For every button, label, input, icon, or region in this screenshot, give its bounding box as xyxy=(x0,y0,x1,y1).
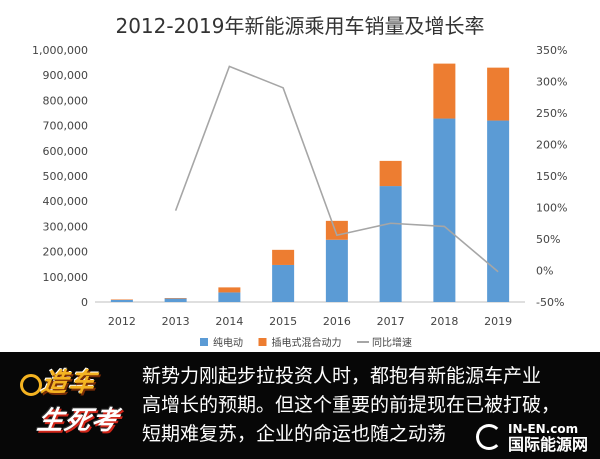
y-tick-label: 700,000 xyxy=(43,120,89,133)
y2-tick-label: 350% xyxy=(536,44,567,57)
chart-title: 2012-2019年新能源乘用车销量及增长率 xyxy=(115,14,484,38)
y2-tick-label: 50% xyxy=(536,233,560,246)
bars xyxy=(110,63,510,302)
y-tick-label: 600,000 xyxy=(43,145,89,158)
watermark-cn: 国际能源网 xyxy=(507,435,588,454)
bar-bev xyxy=(433,118,456,302)
watermark-logo-icon xyxy=(475,424,502,450)
x-axis-ticks: 2012 2013 2014 2015 2016 2017 2018 2019 xyxy=(108,315,512,328)
y2-tick-label: 250% xyxy=(536,107,567,120)
y-tick-label: 0 xyxy=(81,296,88,309)
legend-label: 纯电动 xyxy=(213,336,243,349)
growth-line xyxy=(174,65,499,273)
caption-line-3: 短期难复苏，企业的命运也随之动荡 xyxy=(142,423,447,445)
bar-phev xyxy=(272,249,295,265)
x-tick-label: 2016 xyxy=(323,315,351,328)
bar-phev xyxy=(379,160,402,187)
legend-label: 插电式混合动力 xyxy=(272,336,342,349)
bar-bev xyxy=(487,120,510,302)
legend-swatch xyxy=(258,338,267,346)
y-tick-label: 400,000 xyxy=(43,195,89,208)
bar-bev xyxy=(272,264,295,302)
left-axis: 0 100,000 200,000 300,000 400,000 500,000 600,… xyxy=(32,44,88,309)
legend: 纯电动 插电式混合动力 同比增速 xyxy=(200,336,412,349)
x-tick-label: 2018 xyxy=(430,315,458,328)
bar-phev xyxy=(487,67,510,121)
y2-tick-label: 150% xyxy=(536,170,567,183)
logo-top-text: 造车 xyxy=(38,368,99,398)
y-tick-label: 800,000 xyxy=(43,94,89,107)
bar-bev xyxy=(164,298,187,302)
right-axis: -50% 0% 50% 100% 150% 200% 250% 300% 350% xyxy=(536,44,567,309)
watermark: IN-EN.com 国际能源网 xyxy=(475,420,588,454)
watermark-en: IN-EN.com xyxy=(507,422,579,436)
y-tick-label: 1,000,000 xyxy=(32,44,88,57)
show-logo: 造车 生死考 xyxy=(20,362,138,446)
y-tick-label: 100,000 xyxy=(43,271,89,284)
y2-tick-label: 300% xyxy=(536,76,567,89)
bar-phev xyxy=(110,299,133,300)
y2-tick-label: -50% xyxy=(536,296,564,309)
bar-bev xyxy=(325,239,348,302)
x-tick-label: 2014 xyxy=(215,315,243,328)
logo-bottom-text: 生死考 xyxy=(34,406,122,436)
bar-bev xyxy=(218,292,241,302)
x-tick-label: 2019 xyxy=(484,315,512,328)
caption-line-2: 高增长的预期。但这个重要的前提现在已被打破， xyxy=(142,394,561,416)
x-tick-label: 2015 xyxy=(269,315,297,328)
y-tick-label: 200,000 xyxy=(43,246,89,259)
wheel-icon xyxy=(20,374,42,396)
bar-phev xyxy=(218,287,241,293)
y2-tick-label: 0% xyxy=(536,265,553,278)
x-tick-label: 2013 xyxy=(162,315,190,328)
y-tick-label: 900,000 xyxy=(43,69,89,82)
y-tick-label: 500,000 xyxy=(43,170,89,183)
y2-tick-label: 100% xyxy=(536,202,567,215)
x-tick-label: 2012 xyxy=(108,315,136,328)
bar-bev xyxy=(379,186,402,302)
y-tick-label: 300,000 xyxy=(43,220,89,233)
bar-phev xyxy=(325,220,348,240)
legend-label: 同比增速 xyxy=(372,336,412,349)
caption-line-1: 新势力刚起步拉投资人时，都抱有新能源车产业 xyxy=(142,365,542,387)
bar-phev xyxy=(433,63,456,119)
caption-text: 新势力刚起步拉投资人时，都抱有新能源车产业 高增长的预期。但这个重要的前提现在已… xyxy=(142,362,582,449)
bar-phev xyxy=(164,298,187,299)
x-tick-label: 2017 xyxy=(377,315,405,328)
bar-bev xyxy=(110,299,133,302)
y2-tick-label: 200% xyxy=(536,139,567,152)
legend-swatch xyxy=(200,338,208,346)
sales-growth-chart: 2012-2019年新能源乘用车销量及增长率 0 100,000 200,000 30… xyxy=(32,14,567,349)
